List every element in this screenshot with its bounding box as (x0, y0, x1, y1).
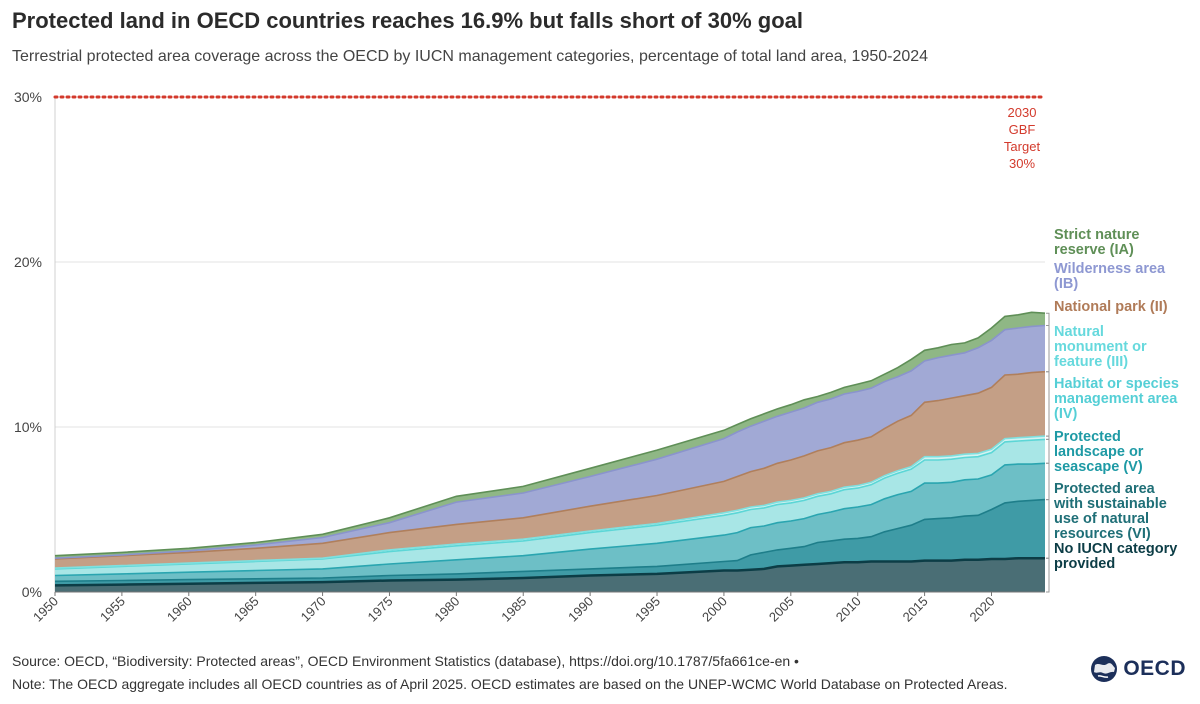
series-label-6: Wilderness area (IB) (1054, 261, 1166, 292)
y-tick-label: 0% (22, 584, 42, 600)
area-series-6 (55, 325, 1045, 559)
area-series-5 (55, 371, 1045, 569)
series-line-7 (54, 311, 1046, 557)
series-line-6 (54, 324, 1046, 559)
globe-icon (1091, 656, 1118, 682)
source-note: Source: OECD, “Biodiversity: Protected a… (12, 653, 799, 669)
series-line-1 (54, 498, 1046, 583)
series-label-5: National park (II) (1054, 299, 1168, 315)
label-bracket-3 (1046, 438, 1050, 464)
label-bracket-2 (1046, 462, 1050, 501)
x-tick-label: 1960 (164, 594, 195, 625)
x-tick-label: 2010 (833, 594, 864, 625)
x-tick-label: 1990 (565, 594, 596, 625)
label-bracket-0 (1046, 557, 1050, 593)
series-label-0: No IUCN category provided (1054, 541, 1177, 572)
series-line-2 (54, 462, 1046, 577)
label-bracket-6 (1046, 325, 1050, 373)
x-tick-label: 2020 (967, 594, 998, 625)
footnote: Note: The OECD aggregate includes all OE… (12, 676, 1008, 692)
x-tick-label: 1970 (298, 594, 329, 625)
x-tick-label: 1995 (632, 594, 663, 625)
oecd-logo: OECD (1089, 654, 1186, 684)
series-label-1: Protected area with sustainable use of nat… (1053, 481, 1167, 542)
series-label-3: Habitat or species management area (IV) (1054, 376, 1179, 422)
x-tick-label: 2005 (766, 594, 797, 625)
x-tick-label: 2000 (699, 594, 730, 625)
series-label-7: Strict nature reserve (IA) (1054, 227, 1139, 258)
logo-text: OECD (1123, 657, 1186, 680)
area-series-2 (55, 463, 1045, 582)
x-tick-label: 1975 (365, 594, 396, 625)
series-label-2: Protected landscape or seascape (V) (1054, 429, 1144, 475)
x-tick-label: 1985 (498, 594, 529, 625)
x-tick-label: 2015 (900, 594, 931, 625)
target-label: 2030 GBF Target 30% (1004, 105, 1041, 171)
x-tick-label: 1980 (431, 594, 462, 625)
y-tick-label: 10% (14, 419, 42, 435)
series-line-4 (54, 435, 1046, 569)
label-bracket-7 (1046, 312, 1050, 326)
chart-title: Protected land in OECD countries reaches… (12, 8, 803, 33)
y-tick-label: 20% (14, 254, 42, 270)
x-tick-label: 1955 (97, 594, 128, 625)
series-line-5 (54, 370, 1046, 560)
series-label-4: Natural monument or feature (III) (1054, 324, 1147, 370)
series-line-3 (54, 438, 1046, 570)
series-line-0 (54, 556, 1045, 587)
area-series-3 (55, 439, 1045, 576)
y-tick-label: 30% (14, 89, 42, 105)
label-bracket-1 (1046, 499, 1050, 559)
x-tick-label: 1965 (231, 594, 262, 625)
protected-area-chart: 0%10%20%30%1950 1955 1960 1965 1970 1975 1980 1… (14, 89, 1179, 625)
chart-subtitle: Terrestrial protected area coverage acro… (12, 48, 929, 65)
label-bracket-5 (1046, 371, 1050, 437)
